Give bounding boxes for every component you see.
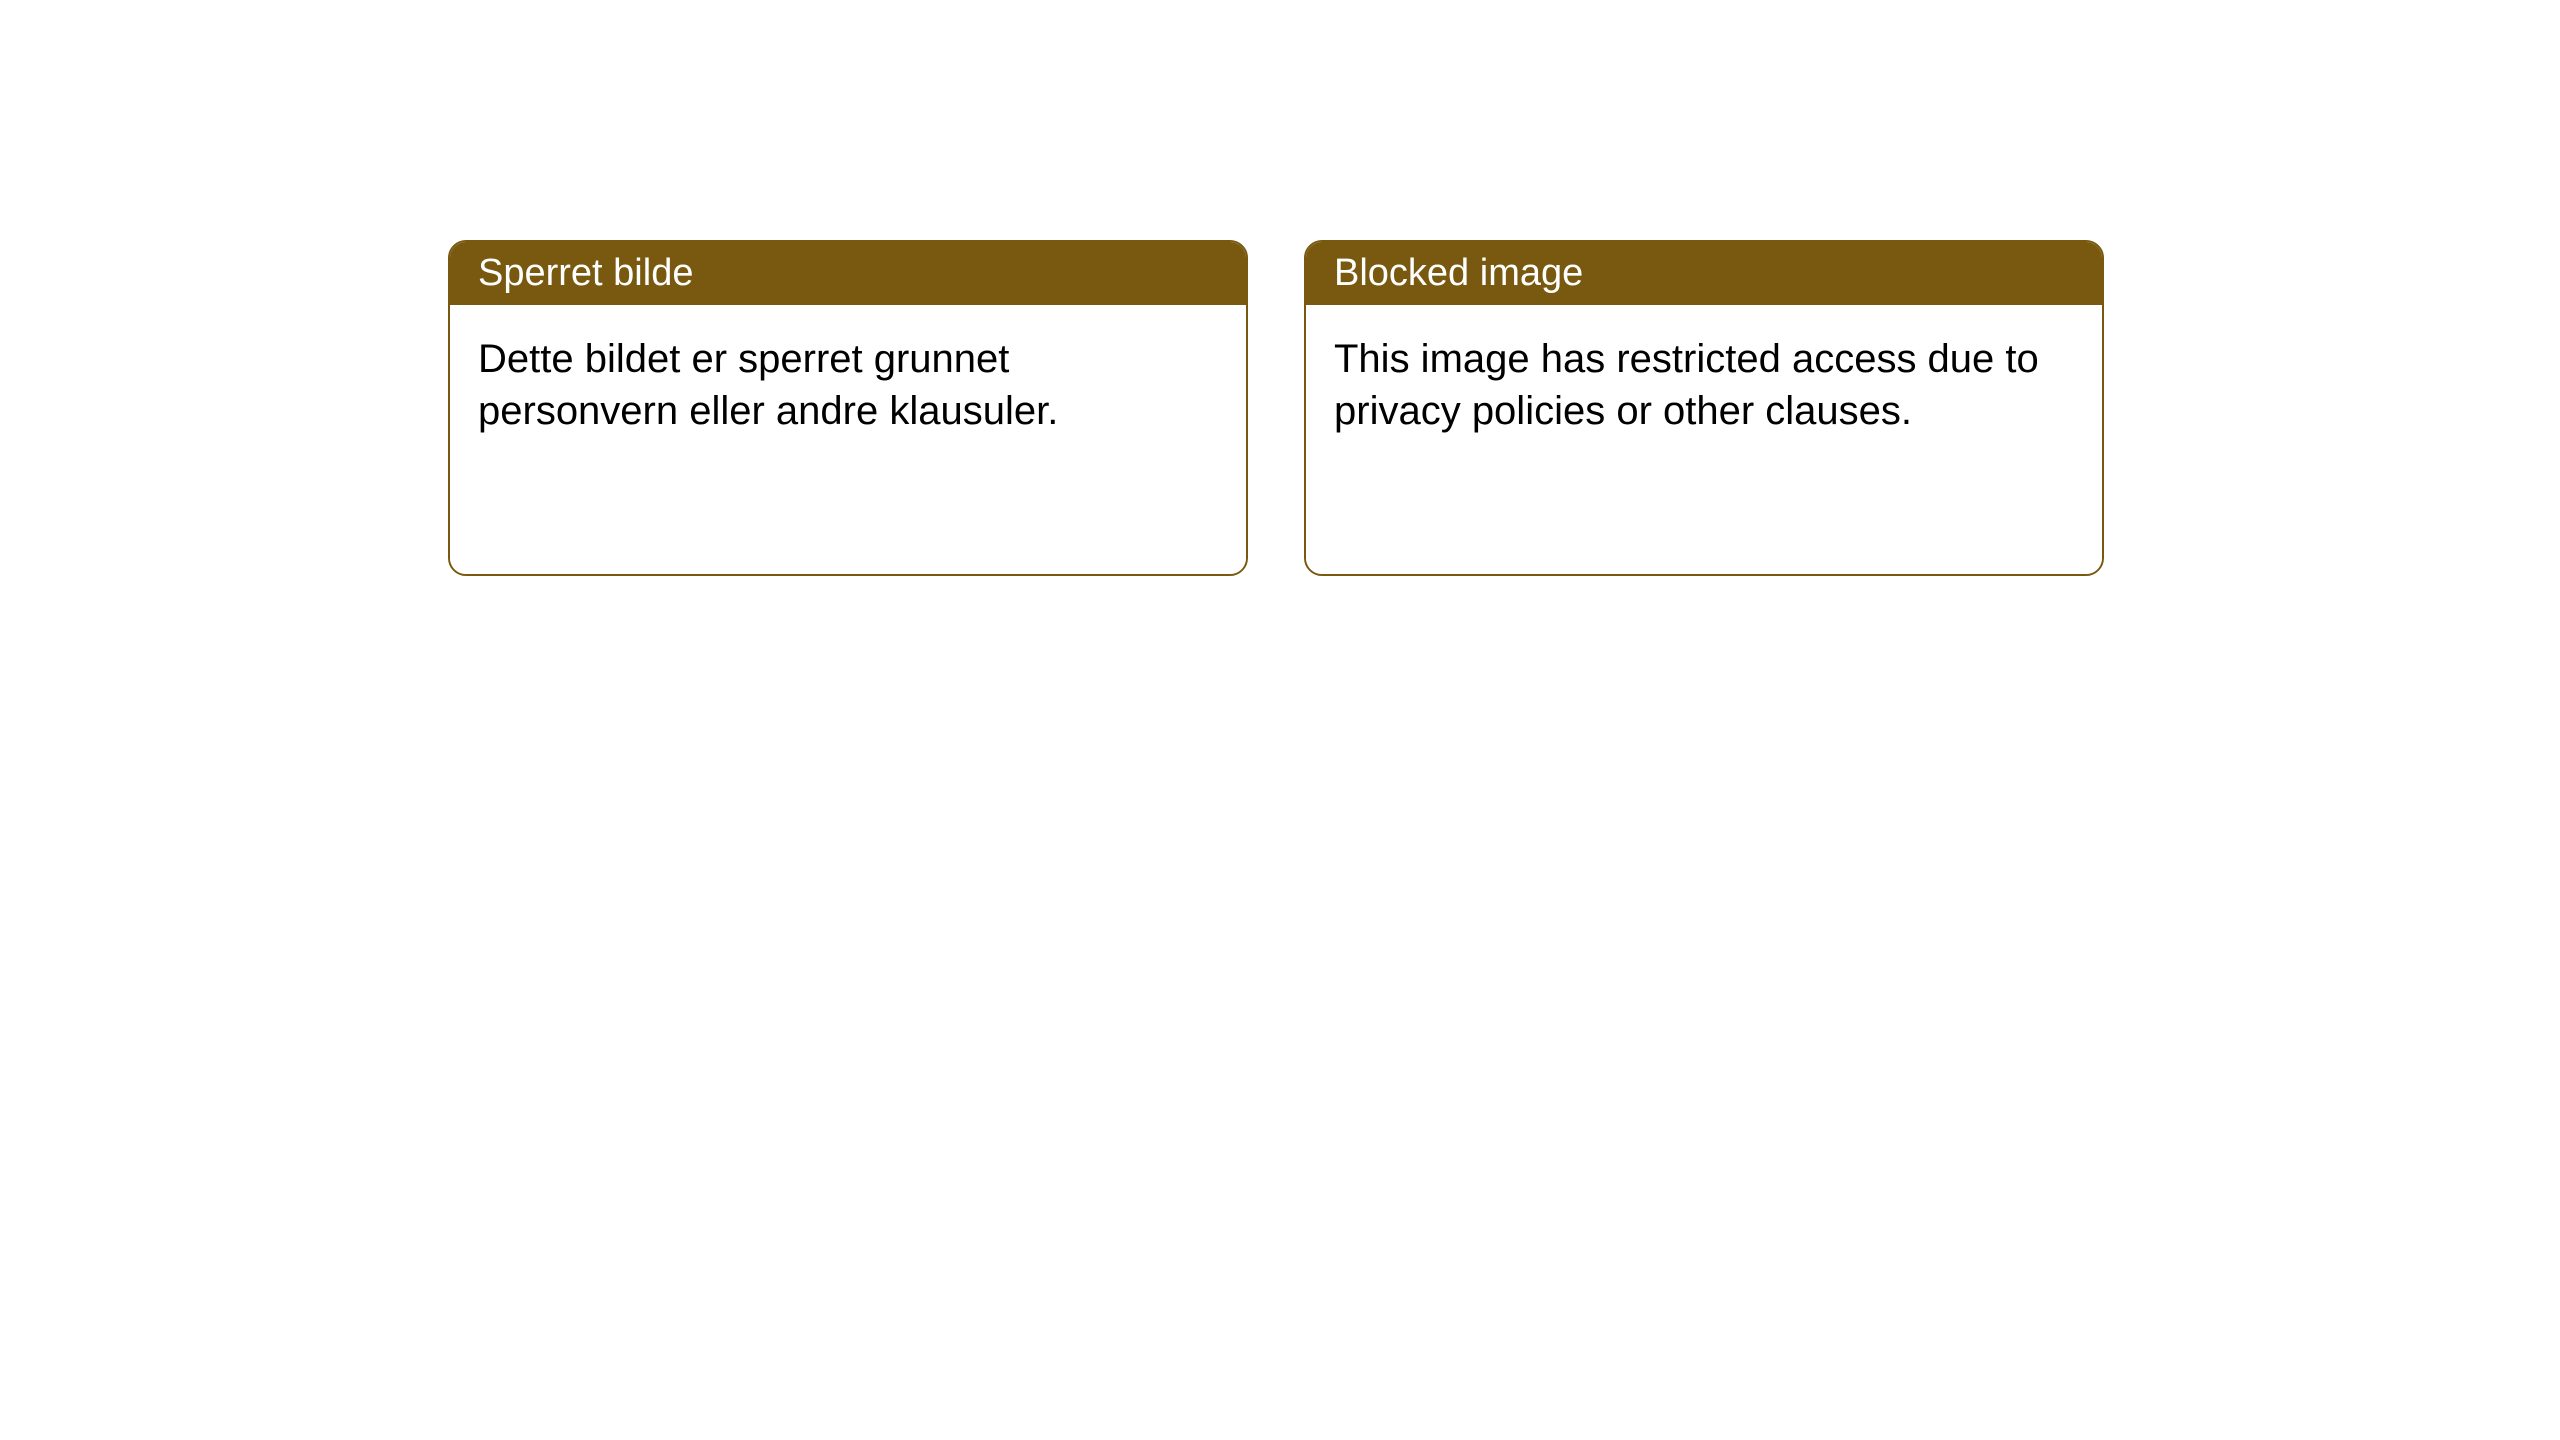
notice-header-english: Blocked image bbox=[1306, 242, 2102, 305]
notice-card-english: Blocked image This image has restricted … bbox=[1304, 240, 2104, 576]
notice-card-norwegian: Sperret bilde Dette bildet er sperret gr… bbox=[448, 240, 1248, 576]
notice-body-english: This image has restricted access due to … bbox=[1306, 305, 2102, 574]
notice-container: Sperret bilde Dette bildet er sperret gr… bbox=[0, 0, 2560, 576]
notice-header-norwegian: Sperret bilde bbox=[450, 242, 1246, 305]
notice-body-norwegian: Dette bildet er sperret grunnet personve… bbox=[450, 305, 1246, 574]
